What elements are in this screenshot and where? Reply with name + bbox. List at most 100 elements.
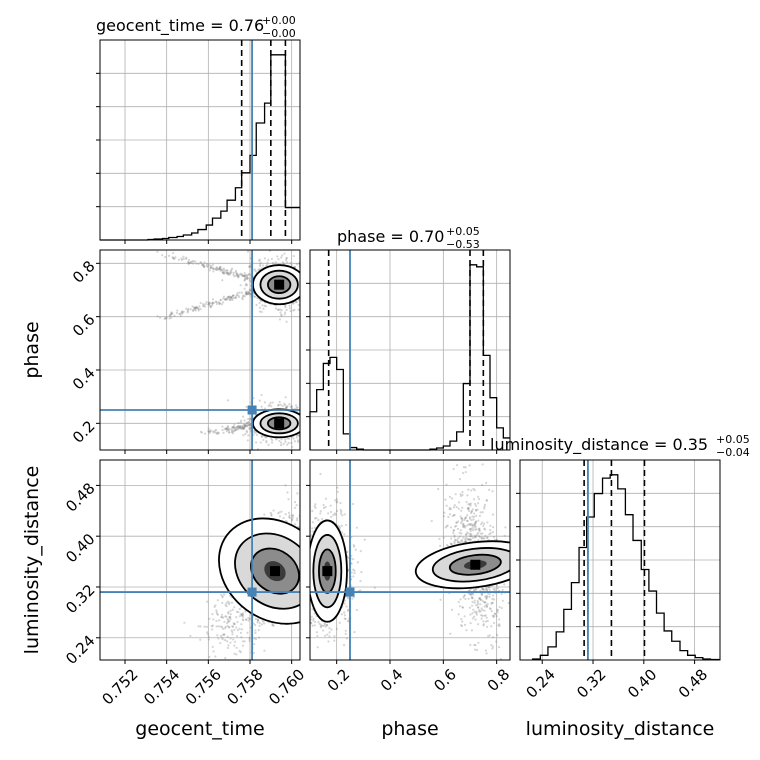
scatter-point (156, 315, 159, 318)
scatter-point (220, 268, 223, 272)
scatter-point (438, 544, 442, 547)
scatter-point (277, 512, 280, 515)
scatter-point (328, 627, 331, 630)
scatter-point (479, 598, 482, 601)
scatter-point (235, 646, 238, 649)
scatter-point (481, 608, 484, 612)
scatter-point (343, 533, 346, 536)
scatter-point (336, 490, 339, 493)
scatter-point (460, 618, 463, 621)
scatter-point (219, 269, 222, 272)
scatter-point (247, 292, 250, 295)
scatter-point (347, 608, 350, 611)
scatter-point (193, 260, 197, 263)
scatter-point (340, 491, 342, 493)
scatter-point (486, 602, 489, 606)
scatter-point (286, 437, 289, 440)
scatter-point (293, 501, 297, 504)
scatter-point (195, 306, 199, 309)
scatter-point (290, 263, 293, 267)
scatter-point (329, 497, 331, 499)
scatter-point (213, 429, 216, 432)
scatter-point (305, 290, 307, 292)
scatter-point (209, 430, 212, 433)
scatter-point (222, 297, 225, 300)
scatter-point (301, 591, 303, 593)
scatter-point (271, 624, 274, 627)
scatter-point (350, 562, 353, 565)
scatter-point (265, 439, 268, 443)
scatter-point (244, 278, 247, 281)
scatter-point (304, 550, 306, 552)
scatter-point (178, 312, 181, 316)
scatter-point (240, 427, 244, 431)
scatter-point (237, 276, 240, 279)
scatter-point (313, 286, 315, 288)
scatter-point (269, 401, 272, 404)
scatter-point (464, 540, 467, 544)
scatter-point (457, 541, 460, 544)
scatter-point (470, 533, 473, 536)
scatter-point (474, 643, 477, 647)
scatter-point (483, 614, 486, 617)
scatter-point (465, 500, 468, 504)
scatter-point (292, 437, 295, 440)
scatter-point (473, 489, 476, 492)
scatter-point (208, 432, 211, 435)
scatter-point (227, 295, 230, 298)
scatter-point (303, 430, 305, 432)
scatter-point (327, 475, 329, 477)
scatter-point (504, 526, 507, 529)
scatter-point (322, 506, 326, 509)
scatter-point (212, 267, 215, 271)
scatter-point (458, 531, 461, 534)
scatter-point (319, 510, 322, 513)
scatter-point (293, 506, 297, 509)
scatter-point (187, 258, 191, 262)
scatter-point (279, 403, 282, 406)
scatter-point (468, 606, 471, 609)
scatter-point (243, 425, 247, 428)
scatter-point (470, 604, 474, 607)
scatter-point (322, 514, 324, 516)
scatter-point (302, 541, 304, 543)
scatter-point (227, 429, 230, 432)
scatter-point (300, 522, 302, 524)
scatter-point (303, 549, 305, 551)
scatter-point (284, 258, 288, 262)
scatter-point (173, 314, 176, 317)
scatter-point (207, 430, 210, 433)
scatter-point (173, 257, 176, 260)
scatter-point (246, 277, 249, 280)
scatter-point (295, 518, 299, 522)
scatter-point (466, 514, 469, 517)
scatter-point (304, 574, 306, 576)
scatter-point (304, 272, 306, 274)
scatter-point (301, 541, 303, 543)
scatter-point (325, 488, 327, 490)
scatter-point (470, 510, 473, 513)
scatter-point (301, 571, 303, 573)
scatter-point (296, 492, 299, 495)
scatter-point (290, 406, 294, 410)
scatter-point (481, 587, 484, 590)
scatter-point (227, 612, 230, 615)
scatter-point (301, 297, 303, 299)
scatter-point (264, 436, 267, 439)
scatter-point (306, 582, 308, 584)
scatter-point (306, 273, 308, 275)
scatter-point (247, 273, 250, 276)
scatter-point (244, 292, 248, 295)
scatter-point (323, 622, 326, 625)
scatter-point (235, 272, 238, 275)
scatter-point (278, 515, 282, 518)
scatter-point (215, 625, 218, 628)
scatter-point (473, 524, 477, 528)
scatter-point (469, 538, 472, 541)
scatter-point (246, 250, 250, 253)
scatter-point (484, 595, 487, 598)
scatter-point (482, 587, 485, 591)
scatter-point (219, 641, 222, 645)
scatter-point (304, 280, 306, 282)
scatter-point (238, 615, 241, 618)
